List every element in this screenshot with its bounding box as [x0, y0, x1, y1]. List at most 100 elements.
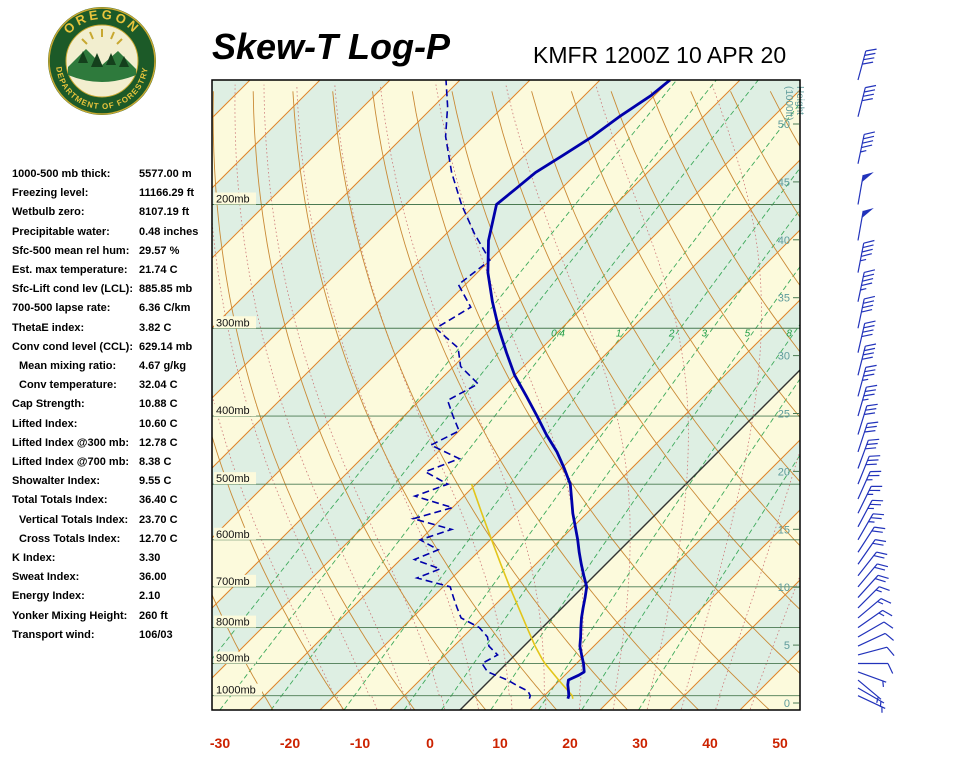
index-value: 12.70 C — [139, 532, 178, 545]
index-value: 0.48 inches — [139, 225, 199, 238]
mixing-ratio-line — [581, 378, 800, 710]
height-tick-label: 15 — [778, 524, 790, 536]
moist-adiabat-line — [681, 84, 762, 710]
index-label: Sweat Index: — [12, 571, 80, 584]
wind-barb — [857, 455, 881, 485]
temperature-axis-label: 50 — [772, 735, 788, 751]
dry-adiabat-line — [372, 91, 699, 710]
moist-adiabat-line — [435, 84, 584, 710]
index-value: 8.38 C — [139, 456, 172, 469]
wind-barb — [857, 438, 880, 469]
index-row: 1000-500 mb thick: 5577.00 m — [12, 165, 212, 184]
indices-panel: 1000-500 mb thick: 5577.00 m Freezing leve… — [12, 165, 212, 645]
isotherm-line — [319, 229, 800, 710]
wind-flag — [862, 208, 874, 218]
index-label: 700-500 lapse rate: — [12, 302, 111, 315]
moist-adiabat-line — [296, 84, 479, 710]
dry-adiabat-line — [252, 91, 487, 710]
wind-barb — [857, 687, 885, 708]
wind-barb — [857, 174, 864, 205]
index-value: 32.04 C — [139, 379, 178, 392]
index-row: Cross Totals Index: 12.70 C — [12, 530, 212, 549]
pressure-label: 400mb — [216, 405, 250, 417]
index-row: Total Totals Index: 36.40 C — [12, 491, 212, 510]
index-row: K Index: 3.30 — [12, 549, 212, 568]
wind-barb — [857, 48, 877, 81]
height-tick-label: 40 — [778, 235, 790, 247]
temperature-axis-label: -30 — [210, 735, 230, 751]
isotherm-line — [212, 89, 800, 679]
isotherm-line — [249, 159, 800, 710]
mixing-ratio-line — [441, 208, 800, 710]
index-row: Lifted Index @300 mb: 12.78 C — [12, 434, 212, 453]
isotherm-line — [212, 80, 391, 259]
pressure-label: 500mb — [216, 473, 250, 485]
wind-barb — [857, 295, 876, 329]
isotherm-line — [389, 299, 800, 710]
index-label: Freezing level: — [12, 187, 89, 200]
index-label: Wetbulb zero: — [12, 206, 85, 219]
index-label: Vertical Totals Index: — [19, 513, 129, 526]
index-label: ThetaE index: — [12, 321, 85, 334]
moist-adiabat-line — [379, 84, 547, 710]
isotherm-line — [212, 80, 601, 469]
odf-logo-graphic: OREGON DEPARTMENT OF FORESTRY — [48, 7, 156, 115]
index-value: 8107.19 ft — [139, 206, 190, 219]
height-tick-label: 5 — [784, 640, 790, 652]
index-row: Sweat Index: 36.00 — [12, 568, 212, 587]
wind-barb — [857, 84, 877, 117]
isotherm-line — [529, 439, 800, 710]
pressure-label: 700mb — [216, 576, 250, 588]
isotherm-line — [212, 80, 741, 609]
index-label: Sfc-500 mean rel hum: — [12, 244, 130, 257]
moist-adiabat-line — [234, 84, 412, 710]
height-tick-label: 0 — [784, 698, 790, 710]
index-label: Energy Index: — [12, 590, 85, 603]
moist-adiabat-line — [505, 84, 631, 710]
wind-barb — [857, 526, 886, 553]
index-value: 10.60 C — [139, 417, 178, 430]
dry-adiabat-line — [491, 91, 800, 611]
index-value: 12.78 C — [139, 436, 178, 449]
index-value: 29.57 % — [139, 244, 180, 257]
temperature-axis-label: -20 — [280, 735, 300, 751]
dry-adiabat-line — [850, 91, 960, 710]
wind-barb — [857, 499, 884, 528]
wind-barb — [857, 421, 879, 453]
isotherm-line — [810, 80, 960, 710]
temperature-axis-label: 0 — [426, 735, 434, 751]
wind-barb — [857, 403, 878, 435]
index-row: Showalter Index: 9.55 C — [12, 472, 212, 491]
mixing-ratio-label: 1 — [616, 328, 622, 339]
index-value: 260 ft — [139, 609, 168, 622]
index-label: Lifted Index @300 mb: — [12, 436, 130, 449]
mixing-ratio-line — [490, 265, 800, 710]
index-label: Conv temperature: — [19, 379, 117, 392]
wind-barb — [857, 485, 883, 514]
index-value: 23.70 C — [139, 513, 178, 526]
wind-barb — [857, 239, 875, 273]
index-value: 6.36 C/km — [139, 302, 191, 315]
index-row: Wetbulb zero: 8107.19 ft — [12, 203, 212, 222]
index-row: ThetaE index: 3.82 C — [12, 319, 212, 338]
index-label: Est. max temperature: — [12, 264, 128, 277]
wind-barb — [857, 632, 894, 647]
wind-barb — [857, 574, 889, 598]
moist-adiabat-line — [334, 84, 513, 710]
index-row: Mean mixing ratio: 4.67 g/kg — [12, 357, 212, 376]
index-row: Freezing level: 11166.29 ft — [12, 184, 212, 203]
wind-barb — [857, 364, 877, 397]
parcel-trace — [470, 483, 574, 699]
index-label: Total Totals Index: — [12, 494, 108, 507]
index-row: Lifted Index @700 mb: 8.38 C — [12, 453, 212, 472]
height-tick-label: 20 — [778, 466, 790, 478]
wind-barb — [857, 646, 895, 656]
index-value: 885.85 mb — [139, 283, 193, 296]
mixing-ratio-label: 0.4 — [551, 328, 565, 339]
index-row: Sfc-Lift cond lev (LCL): 885.85 mb — [12, 280, 212, 299]
index-value: 36.00 — [139, 571, 167, 584]
isotherm-line — [212, 80, 531, 399]
wind-barb — [857, 551, 888, 577]
pressure-label: 300mb — [216, 317, 250, 329]
